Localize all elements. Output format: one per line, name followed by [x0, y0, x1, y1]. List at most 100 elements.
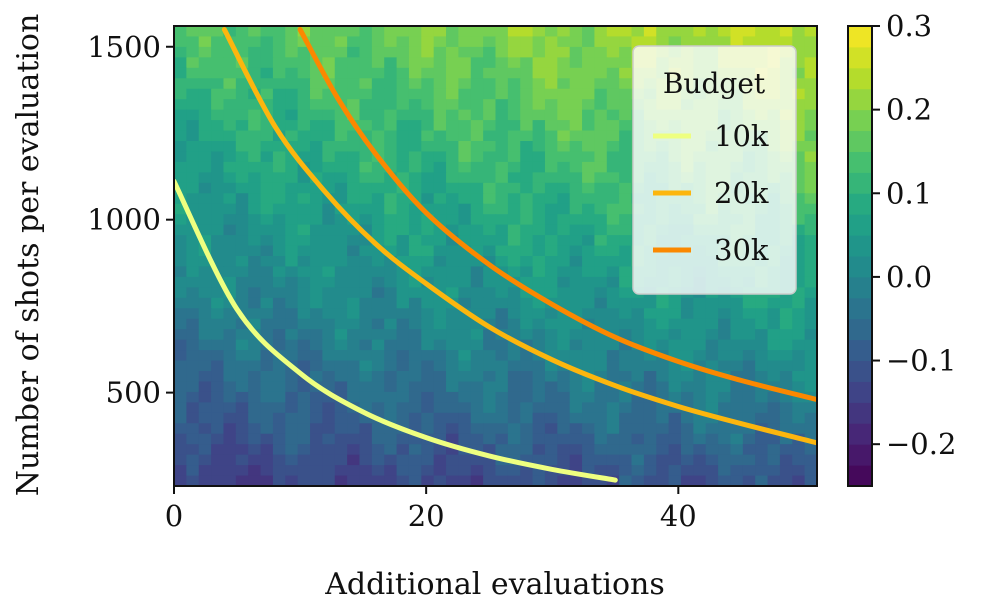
heatmap-cell	[606, 161, 620, 173]
heatmap-cell	[520, 78, 534, 90]
heatmap-cell	[260, 297, 274, 309]
heatmap-cell	[174, 120, 187, 132]
heatmap-cell	[248, 318, 262, 330]
heatmap-cell	[557, 172, 571, 184]
heatmap-cell	[396, 360, 410, 372]
heatmap-cell	[606, 245, 620, 257]
heatmap-cell	[582, 444, 596, 456]
heatmap-cell	[520, 26, 534, 38]
heatmap-cell	[174, 130, 187, 142]
heatmap-cell	[260, 36, 274, 48]
heatmap-cell	[507, 57, 521, 69]
heatmap-cell	[297, 402, 311, 414]
heatmap-cell	[359, 297, 373, 309]
heatmap-cell	[359, 381, 373, 393]
heatmap-cell	[433, 46, 447, 58]
heatmap-cell	[557, 88, 571, 100]
heatmap-cell	[198, 224, 212, 236]
heatmap-cell	[433, 36, 447, 48]
heatmap-cell	[619, 78, 633, 90]
heatmap-cell	[569, 88, 583, 100]
heatmap-cell	[248, 391, 262, 403]
heatmap-cell	[792, 214, 806, 226]
heatmap-cell	[532, 329, 546, 341]
heatmap-cell	[532, 36, 546, 48]
heatmap-cell	[408, 433, 422, 445]
heatmap-cell	[334, 287, 348, 299]
heatmap-cell	[359, 151, 373, 163]
heatmap-cell	[792, 423, 806, 435]
heatmap-cell	[804, 224, 817, 236]
heatmap-cell	[211, 193, 225, 205]
heatmap-cell	[384, 433, 398, 445]
heatmap-cell	[779, 329, 793, 341]
heatmap-cell	[235, 329, 249, 341]
heatmap-cell	[495, 256, 509, 268]
heatmap-cell	[742, 423, 756, 435]
heatmap-cell	[544, 26, 558, 38]
heatmap-cell	[396, 245, 410, 257]
heatmap-cell	[384, 329, 398, 341]
heatmap-cell	[310, 412, 323, 424]
heatmap-cell	[631, 433, 645, 445]
heatmap-cell	[532, 224, 546, 236]
heatmap-cell	[606, 391, 620, 403]
colorbar-band	[848, 109, 872, 132]
heatmap-cell	[643, 381, 657, 393]
colorbar-band	[848, 256, 872, 278]
heatmap-cell	[235, 120, 249, 132]
heatmap-cell	[569, 276, 583, 288]
heatmap-cell	[495, 475, 509, 486]
heatmap-cell	[594, 329, 608, 341]
heatmap-cell	[272, 465, 286, 477]
heatmap-cell	[272, 78, 286, 90]
heatmap-cell	[248, 151, 262, 163]
heatmap-cell	[458, 381, 472, 393]
heatmap-cell	[483, 245, 497, 257]
heatmap-cell	[569, 172, 583, 184]
heatmap-cell	[631, 412, 645, 424]
heatmap-cell	[248, 120, 262, 132]
heatmap-cell	[211, 224, 225, 236]
heatmap-cell	[755, 360, 769, 372]
heatmap-cell	[742, 297, 756, 309]
heatmap-cell	[211, 46, 225, 58]
heatmap-cell	[483, 182, 497, 194]
heatmap-cell	[223, 297, 237, 309]
heatmap-cell	[396, 172, 410, 184]
heatmap-cell	[310, 245, 323, 257]
heatmap-cell	[272, 193, 286, 205]
heatmap-cell	[495, 423, 509, 435]
heatmap-cell	[235, 214, 249, 226]
heatmap-cell	[297, 266, 311, 278]
heatmap-cell	[755, 402, 769, 414]
heatmap-cell	[260, 350, 274, 362]
heatmap-cell	[755, 26, 769, 38]
heatmap-cell	[544, 350, 558, 362]
heatmap-cell	[680, 339, 694, 351]
heatmap-cell	[730, 36, 744, 48]
heatmap-cell	[421, 193, 435, 205]
heatmap-cell	[718, 444, 732, 456]
heatmap-cell	[730, 297, 744, 309]
heatmap-cell	[421, 412, 435, 424]
heatmap-cell	[235, 318, 249, 330]
heatmap-cell	[483, 371, 497, 383]
heatmap-cell	[334, 46, 348, 58]
heatmap-cell	[396, 339, 410, 351]
heatmap-cell	[223, 444, 237, 456]
heatmap-cell	[606, 276, 620, 288]
legend-label-30k: 30k	[714, 233, 769, 267]
heatmap-cell	[421, 297, 435, 309]
heatmap-cell	[198, 57, 212, 69]
heatmap-cell	[446, 141, 460, 153]
heatmap-cell	[767, 402, 781, 414]
heatmap-cell	[594, 381, 608, 393]
heatmap-cell	[569, 130, 583, 142]
heatmap-cell	[384, 318, 398, 330]
heatmap-cell	[668, 339, 682, 351]
heatmap-cell	[334, 329, 348, 341]
heatmap-cell	[755, 36, 769, 48]
heatmap-cell	[322, 297, 336, 309]
heatmap-cell	[396, 318, 410, 330]
